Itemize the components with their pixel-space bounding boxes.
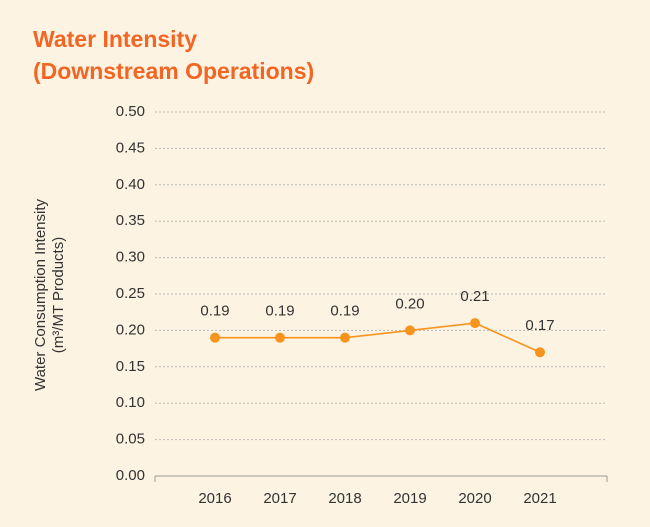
line: [215, 322, 541, 353]
data-label: 0.19: [330, 303, 359, 320]
point: [210, 332, 220, 343]
y-tick-label: 0.15: [116, 358, 145, 375]
data-label: 0.21: [460, 288, 489, 305]
data-label: 0.19: [265, 303, 294, 320]
chart-title: Water Intensity: [33, 26, 197, 52]
data-label: 0.19: [200, 303, 229, 320]
x-tick-label: 2021: [523, 490, 556, 507]
y-tick-label: 0.25: [116, 285, 145, 302]
x-tick-label: 2016: [198, 490, 231, 507]
x-tick-label: 2020: [458, 490, 491, 507]
y-tick-label: 0.40: [116, 176, 145, 193]
y-axis-label: Water Consumption Intensity: [32, 198, 49, 391]
y-tick-label: 0.30: [116, 249, 145, 266]
point: [275, 332, 285, 343]
x-tick-label: 2017: [263, 490, 296, 507]
y-tick-label: 0.05: [116, 431, 145, 448]
point: [535, 347, 545, 358]
point: [405, 325, 415, 336]
point: [470, 318, 480, 329]
y-tick-label: 0.10: [116, 394, 145, 411]
y-tick-label: 0.50: [116, 103, 145, 120]
x-tick-label: 2018: [328, 490, 361, 507]
data-label: 0.17: [525, 317, 554, 334]
y-tick-label: 0.00: [116, 467, 145, 484]
data-label: 0.20: [395, 295, 424, 312]
chart-title: (Downstream Operations): [33, 58, 314, 84]
point: [340, 332, 350, 343]
y-axis-label: (m³/MT Products): [50, 237, 67, 353]
y-tick-label: 0.20: [116, 321, 145, 338]
y-tick-label: 0.45: [116, 139, 145, 156]
y-tick-label: 0.35: [116, 212, 145, 229]
x-tick-label: 2019: [393, 490, 426, 507]
